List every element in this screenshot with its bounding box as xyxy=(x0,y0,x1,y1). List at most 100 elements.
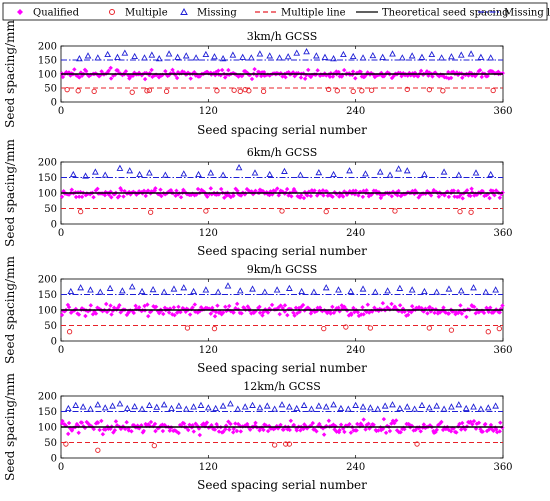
qualified-point xyxy=(446,76,452,81)
missing-point xyxy=(389,401,396,408)
qualified-point xyxy=(485,73,490,79)
qualified-point xyxy=(108,303,113,308)
qualified-point xyxy=(187,312,193,317)
missing-point xyxy=(182,405,190,412)
qualified-point xyxy=(113,419,119,424)
qualified-point xyxy=(149,67,154,73)
qualified-point xyxy=(239,311,244,316)
missing-point xyxy=(445,285,453,292)
missing-point xyxy=(106,284,114,291)
qualified-point xyxy=(212,314,218,319)
multiple-point xyxy=(151,442,157,449)
qualified-point xyxy=(471,304,477,310)
qualified-point xyxy=(233,421,238,426)
qualified-point xyxy=(112,192,117,197)
qualified-point xyxy=(321,193,326,198)
missing-point xyxy=(235,164,243,171)
missing-point xyxy=(79,403,87,410)
qualified-point xyxy=(269,302,275,308)
missing-point xyxy=(340,50,347,58)
qualified-point xyxy=(106,68,111,73)
qualified-point xyxy=(364,188,369,193)
legend-label: Missing xyxy=(197,8,237,19)
missing-point xyxy=(165,50,173,57)
qualified-point xyxy=(129,429,134,434)
missing-point xyxy=(82,172,89,179)
qualified-point xyxy=(99,69,104,74)
qualified-point xyxy=(275,186,280,191)
missing-point xyxy=(418,401,426,408)
qualified-point xyxy=(257,310,263,316)
qualified-point xyxy=(143,193,148,199)
qualified-point xyxy=(76,194,82,199)
qualified-point xyxy=(109,312,114,317)
qualified-point xyxy=(300,302,306,308)
qualified-point xyxy=(145,302,150,307)
qualified-point xyxy=(162,305,168,310)
qualified-point xyxy=(174,75,180,81)
qualified-point xyxy=(327,74,333,79)
missing-point xyxy=(371,288,379,295)
qualified-point xyxy=(488,305,493,310)
qualified-point xyxy=(331,310,337,315)
qualified-point xyxy=(168,187,174,193)
qualified-point xyxy=(455,188,461,194)
qualified-point xyxy=(301,195,307,201)
qualified-point xyxy=(487,195,492,201)
qualified-point xyxy=(234,428,240,434)
y-tick-label: 200 xyxy=(38,158,57,169)
x-tick-label: 240 xyxy=(346,106,365,117)
qualified-point xyxy=(363,427,368,432)
qualified-point xyxy=(297,309,302,315)
qualified-point xyxy=(161,311,166,317)
multiple-point xyxy=(203,208,209,214)
qualified-point xyxy=(182,190,188,195)
qualified-point xyxy=(351,188,356,194)
missing-point xyxy=(374,405,382,412)
qualified-point xyxy=(218,186,224,192)
qualified-point xyxy=(460,75,465,80)
qualified-point xyxy=(160,422,165,427)
qualified-point xyxy=(216,192,222,197)
qualified-point xyxy=(185,70,191,75)
qualified-point xyxy=(253,420,258,426)
qualified-point xyxy=(148,419,154,425)
qualified-point xyxy=(427,304,433,310)
qualified-point xyxy=(178,309,183,315)
y-tick-label: 0 xyxy=(51,98,57,109)
legend-item-qualified: Qualified xyxy=(17,8,80,19)
y-tick-label: 50 xyxy=(44,84,57,95)
multiple-point xyxy=(66,329,73,335)
missing-point xyxy=(467,50,475,57)
qualified-point xyxy=(86,73,92,79)
missing-point xyxy=(195,170,202,178)
qualified-point xyxy=(222,195,227,200)
missing-point xyxy=(398,54,406,61)
qualified-point xyxy=(418,429,423,434)
missing-point xyxy=(425,404,433,411)
y-tick-label: 200 xyxy=(38,275,57,286)
qualified-point xyxy=(342,429,347,435)
qualified-point xyxy=(79,420,85,425)
missing-point xyxy=(300,401,308,408)
qualified-point xyxy=(272,188,278,194)
multiple-point xyxy=(326,86,332,93)
qualified-point xyxy=(152,421,158,427)
multiple-point xyxy=(237,88,243,95)
qualified-point xyxy=(469,186,474,191)
qualified-point xyxy=(498,420,503,425)
qualified-point xyxy=(315,68,320,73)
qualified-point xyxy=(192,302,198,307)
qualified-point xyxy=(91,426,97,432)
qualified-point xyxy=(421,422,427,427)
missing-point xyxy=(310,288,318,295)
y-axis-title: Seed spacing/mm xyxy=(3,373,17,481)
qualified-point xyxy=(361,417,366,422)
missing-point xyxy=(428,50,436,58)
qualified-point xyxy=(83,192,89,198)
chart-title: 9km/h GCSS xyxy=(247,263,317,276)
qualified-point xyxy=(231,310,236,315)
qualified-point xyxy=(196,426,202,431)
missing-point xyxy=(362,170,369,177)
missing-point xyxy=(204,404,212,411)
